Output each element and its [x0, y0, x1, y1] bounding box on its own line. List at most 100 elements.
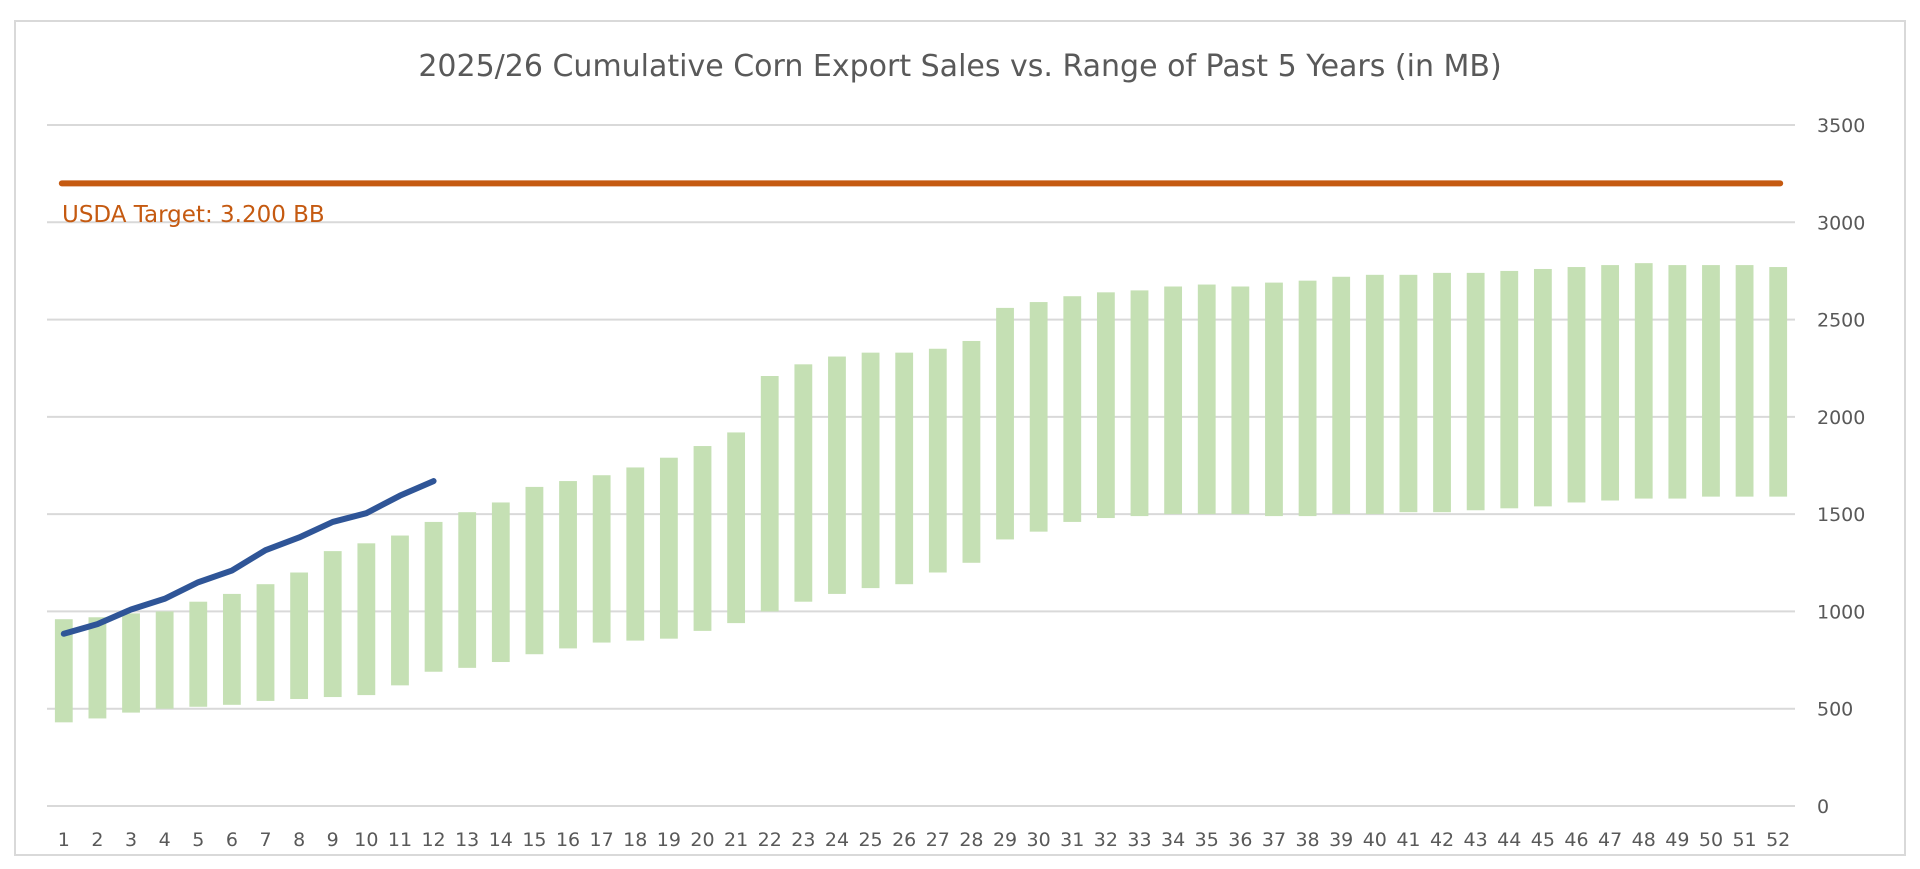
range-bar [1265, 282, 1283, 517]
x-tick-label: 45 [1531, 829, 1555, 851]
range-bar [1029, 302, 1048, 532]
y-tick-label: 3000 [1817, 212, 1865, 234]
x-tick-label: 3 [125, 829, 137, 851]
x-tick-label: 7 [259, 829, 271, 851]
range-bar [693, 446, 712, 631]
sales-point [365, 512, 367, 514]
range-bar [1197, 284, 1216, 515]
range-bar [659, 457, 678, 639]
range-bar [1702, 265, 1720, 497]
range-bar [1668, 265, 1687, 499]
current-year-line [60, 478, 437, 637]
range-bar [794, 364, 813, 602]
x-tick-label: 42 [1430, 829, 1454, 851]
range-bar [1365, 274, 1384, 515]
range-bar [1601, 265, 1620, 501]
chart-title: 2025/26 Cumulative Corn Export Sales vs.… [418, 49, 1501, 84]
x-tick-label: 43 [1464, 829, 1488, 851]
sales-point [197, 581, 199, 583]
range-bar [559, 481, 577, 649]
y-tick-label: 1500 [1817, 504, 1865, 526]
sales-point [231, 570, 233, 572]
sales-point [63, 633, 65, 635]
range-bar [1332, 276, 1351, 515]
x-tick-label: 17 [590, 829, 614, 851]
range-bar [88, 617, 107, 719]
sales-point [399, 495, 401, 497]
x-tick-label: 8 [293, 829, 305, 851]
x-tick-label: 18 [623, 829, 647, 851]
x-tick-label: 15 [522, 829, 546, 851]
x-tick-label: 44 [1497, 829, 1521, 851]
x-tick-label: 5 [192, 829, 204, 851]
x-tick-label: 30 [1027, 829, 1051, 851]
x-tick-label: 9 [327, 829, 339, 851]
range-bar [828, 356, 846, 594]
range-bar [760, 375, 779, 612]
x-tick-label: 36 [1228, 829, 1252, 851]
x-tick-label: 47 [1598, 829, 1622, 851]
range-bar [1533, 268, 1552, 507]
x-tick-label: 11 [388, 829, 412, 851]
range-bar [1500, 270, 1519, 509]
x-tick-label: 16 [556, 829, 580, 851]
range-bar [1466, 272, 1485, 511]
range-bar [458, 512, 477, 668]
x-axis: 1 2 3 4 5 6 7 8 9 10 11 12 13 14 15 16 17 18 19 20 21 22 23 24 2… [58, 829, 1791, 851]
range-bar [189, 601, 208, 707]
range-bar [122, 613, 140, 713]
x-tick-label: 31 [1060, 829, 1084, 851]
range-bar [962, 340, 981, 563]
range-bar [391, 535, 409, 686]
range-bar [928, 348, 947, 573]
x-tick-label: 50 [1699, 829, 1723, 851]
range-bar [424, 521, 443, 672]
sales-point [298, 536, 300, 538]
range-bar [727, 432, 746, 624]
x-tick-label: 52 [1766, 829, 1790, 851]
y-tick-label: 500 [1817, 699, 1853, 721]
range-bar [1433, 272, 1451, 513]
range-bar [1063, 296, 1082, 522]
x-tick-label: 2 [91, 829, 103, 851]
range-bar [256, 584, 275, 701]
x-tick-label: 13 [455, 829, 479, 851]
x-tick-label: 23 [791, 829, 815, 851]
sales-line [60, 478, 437, 637]
usda-target-label: USDA Target: 3.200 BB [62, 202, 325, 228]
x-tick-label: 49 [1665, 829, 1689, 851]
range-bar [861, 352, 880, 589]
range-bar [626, 467, 645, 641]
x-tick-label: 51 [1732, 829, 1756, 851]
x-tick-label: 10 [354, 829, 378, 851]
x-tick-label: 4 [159, 829, 171, 851]
sales-point [164, 598, 166, 600]
range-bar [1298, 280, 1317, 517]
x-tick-label: 40 [1363, 829, 1387, 851]
x-tick-label: 20 [690, 829, 714, 851]
x-tick-label: 21 [724, 829, 748, 851]
x-tick-label: 6 [226, 829, 238, 851]
y-tick-label: 1000 [1817, 601, 1865, 623]
range-bar [1399, 274, 1418, 513]
x-tick-label: 37 [1262, 829, 1286, 851]
chart-frame [14, 20, 1906, 856]
x-tick-label: 28 [959, 829, 983, 851]
x-tick-label: 26 [892, 829, 916, 851]
x-tick-label: 39 [1329, 829, 1353, 851]
sales-point [96, 623, 98, 625]
x-tick-label: 22 [758, 829, 782, 851]
x-tick-label: 12 [421, 829, 445, 851]
range-bar [592, 475, 611, 643]
sales-point [265, 549, 266, 551]
x-tick-label: 14 [489, 829, 513, 851]
y-tick-label: 2000 [1817, 407, 1865, 429]
x-tick-label: 19 [657, 829, 681, 851]
range-bar [996, 307, 1014, 540]
x-tick-label: 33 [1127, 829, 1151, 851]
range-bar [155, 611, 174, 709]
range-bar [1735, 265, 1754, 497]
range-bar [491, 502, 510, 663]
range-bar [222, 593, 241, 705]
